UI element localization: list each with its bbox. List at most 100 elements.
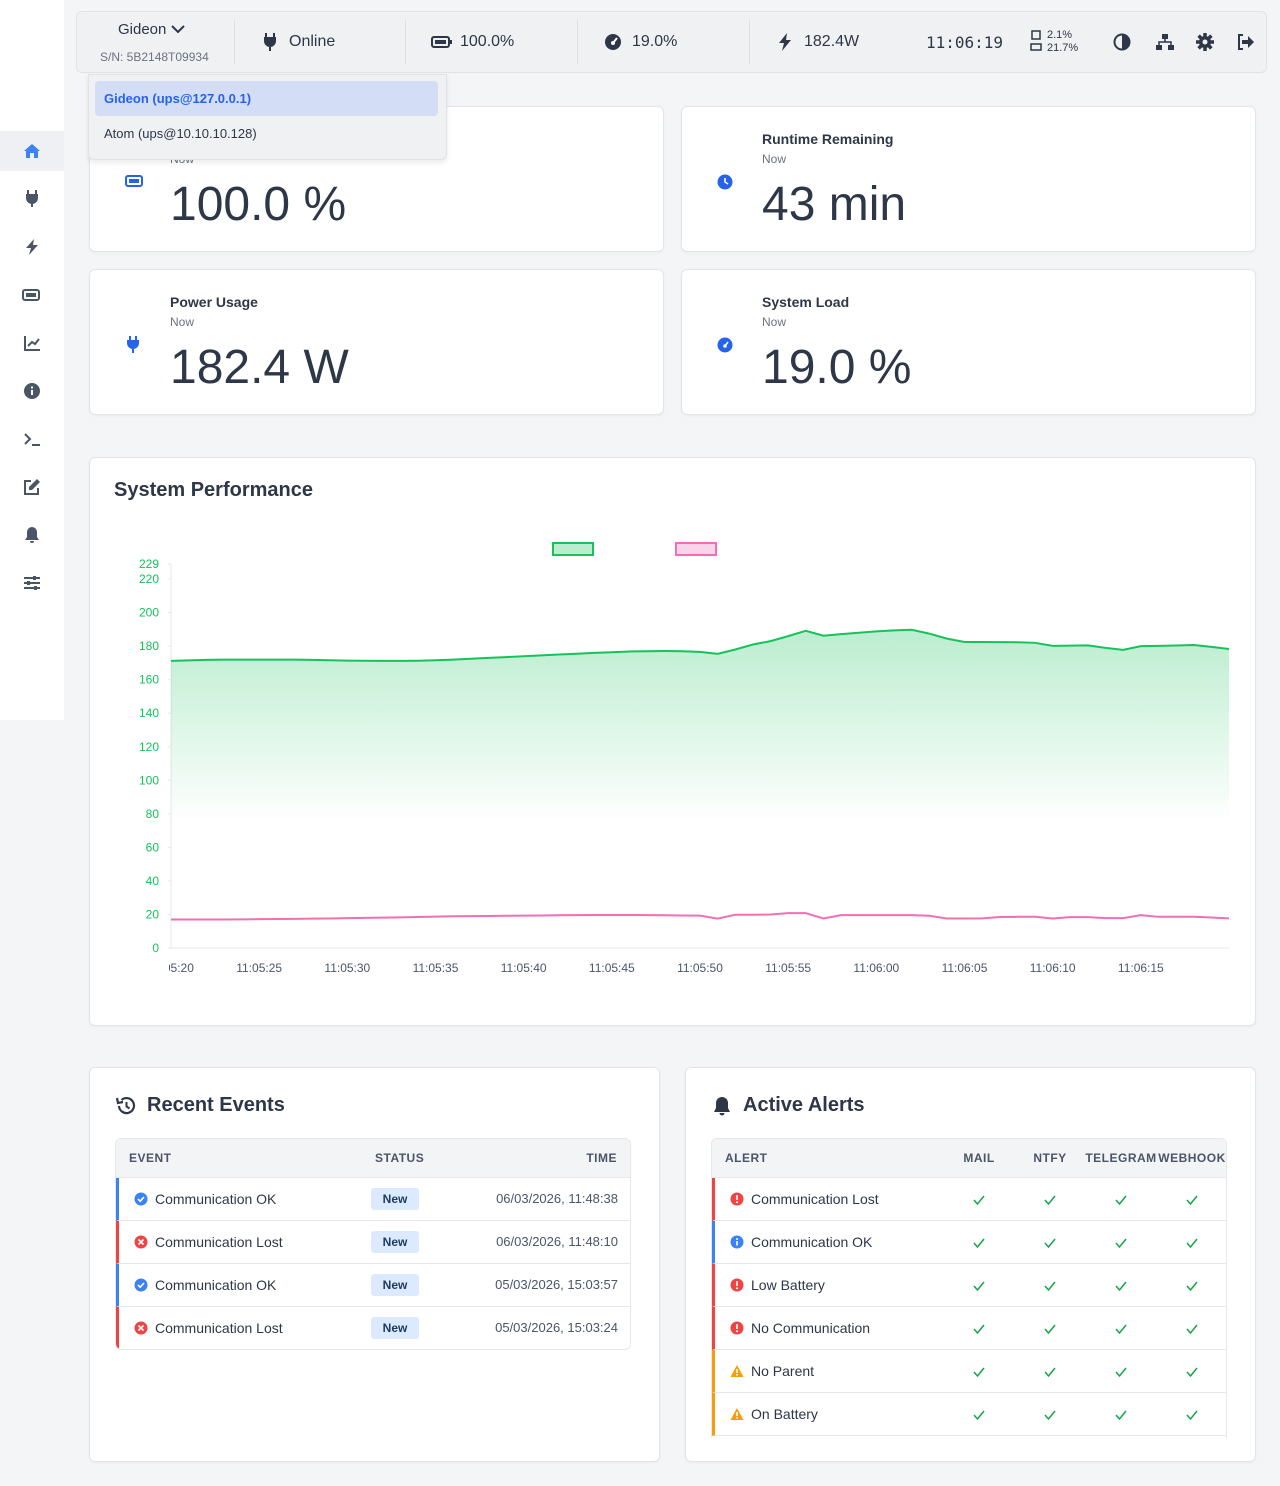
channel-check <box>1186 1324 1198 1335</box>
network-button[interactable] <box>1155 33 1175 51</box>
x-tick-label: 11:06:05 <box>942 961 988 975</box>
channel-check <box>1186 1367 1198 1378</box>
icon <box>25 527 39 543</box>
channel-check <box>973 1195 985 1206</box>
x-tick-label: 11:05:35 <box>413 961 459 975</box>
card-value: 182.4 W <box>170 341 349 394</box>
x-tick-label: 11:06:10 <box>1030 961 1076 975</box>
clock: 11:06:19 <box>926 33 1004 52</box>
y-tick-label: 180 <box>139 639 159 653</box>
y-tick-label: 160 <box>139 673 159 687</box>
status: Online <box>289 33 336 50</box>
y-tick-label: 20 <box>146 907 160 921</box>
chart: System Performance 0 20 40 60 80 100 120 140 160… <box>114 479 1230 975</box>
battery: 100.0% <box>460 33 515 50</box>
nav-edit[interactable] <box>0 467 64 507</box>
channel-check <box>973 1324 985 1335</box>
alert-row: No Communication <box>712 1307 1226 1350</box>
icon <box>115 1097 136 1115</box>
nav-home[interactable] <box>0 131 64 171</box>
event-time: 06/03/2026, 11:48:38 <box>496 1191 618 1206</box>
icon <box>431 36 452 48</box>
x-tick-label: 11:05:20 <box>148 961 194 975</box>
channel-check <box>1044 1410 1056 1421</box>
status-icon <box>730 1192 744 1206</box>
event-time: 06/03/2026, 11:48:10 <box>496 1234 618 1249</box>
status-badge: New <box>371 1188 419 1210</box>
card-value: 100.0 % <box>170 178 347 231</box>
status-icon <box>134 1278 148 1292</box>
separator <box>749 20 750 64</box>
alert-name: Low Battery <box>751 1277 825 1293</box>
icon <box>24 383 40 399</box>
alert-row: On Battery <box>712 1393 1226 1436</box>
menu-item[interactable]: Gideon (ups@127.0.0.1) <box>95 81 438 116</box>
y-tick-label: 40 <box>146 874 160 888</box>
status-badge: New <box>371 1231 419 1253</box>
alert-name: No Communication <box>751 1320 871 1336</box>
nav-alerts[interactable] <box>0 515 64 555</box>
channel-check <box>1115 1324 1127 1335</box>
logout-button[interactable] <box>1236 33 1256 51</box>
icon <box>24 576 40 590</box>
event-name: Communication OK <box>155 1191 277 1207</box>
status-icon <box>730 1278 744 1292</box>
icon <box>1030 30 1042 51</box>
icon <box>170 25 185 34</box>
x-tick-label: 11:05:45 <box>589 961 635 975</box>
nav-outlets[interactable] <box>0 178 64 218</box>
channel-check <box>973 1410 985 1421</box>
nav-terminal[interactable] <box>0 419 64 459</box>
card-title: Power Usage <box>170 294 258 310</box>
card-title: System Load <box>762 294 850 310</box>
nav-power[interactable] <box>0 227 64 267</box>
alert-name: Communication Lost <box>751 1191 879 1207</box>
device-selector[interactable]: Gideon <box>118 21 185 38</box>
stat-card: Power Usage Now 182.4 W <box>89 269 664 415</box>
column-header: WEBHOOK <box>1158 1151 1226 1165</box>
nav-battery[interactable] <box>0 275 64 315</box>
column-header: NTFY <box>1033 1151 1067 1165</box>
table-header: ALERT MAIL NTFY TELEGRAM WEBHOOK <box>712 1139 1226 1178</box>
channel-check <box>1044 1324 1056 1335</box>
menu-item[interactable]: Atom (ups@10.10.10.128) <box>104 126 257 141</box>
alert-name: No Parent <box>751 1363 815 1379</box>
event-row: Communication OK New 06/03/2026, 11:48:38 <box>116 1178 630 1221</box>
icon <box>127 336 139 353</box>
chart-title: System Performance <box>114 479 313 501</box>
x-tick-label: 11:05:55 <box>765 961 811 975</box>
channel-check <box>1044 1238 1056 1249</box>
channel-check <box>1186 1410 1198 1421</box>
legend-swatch <box>675 542 717 556</box>
nav-info[interactable] <box>0 371 64 411</box>
channel-check <box>973 1238 985 1249</box>
settings-button[interactable] <box>1196 33 1214 51</box>
theme-toggle[interactable] <box>1113 33 1131 51</box>
nav-charts[interactable] <box>0 323 64 363</box>
status-badge: New <box>371 1317 419 1339</box>
status-icon <box>730 1235 744 1249</box>
icon <box>264 33 276 51</box>
icon <box>24 433 40 446</box>
alert-row: Communication OK <box>712 1221 1226 1264</box>
status-badge: New <box>371 1274 419 1296</box>
x-tick-label: 11:05:50 <box>677 961 723 975</box>
memory: 21.7% <box>1047 42 1079 54</box>
nav-settings[interactable] <box>0 563 64 603</box>
icon <box>22 289 40 301</box>
card-value: 43 min <box>762 178 907 231</box>
channel-check <box>1044 1367 1056 1378</box>
y-tick-label: 220 <box>139 572 159 586</box>
device-name: Gideon <box>118 21 167 38</box>
y-tick-label: 229 <box>139 557 159 571</box>
y-tick-label: 100 <box>139 773 159 787</box>
icon <box>26 239 38 255</box>
separator <box>234 20 235 64</box>
x-tick-label: 11:06:00 <box>853 961 899 975</box>
x-tick-label: 11:05:25 <box>236 961 282 975</box>
channel-check <box>1115 1281 1127 1292</box>
x-tick-label: 11:06:15 <box>1118 961 1164 975</box>
load: 19.0% <box>632 33 678 50</box>
column-header: EVENT <box>129 1151 172 1165</box>
